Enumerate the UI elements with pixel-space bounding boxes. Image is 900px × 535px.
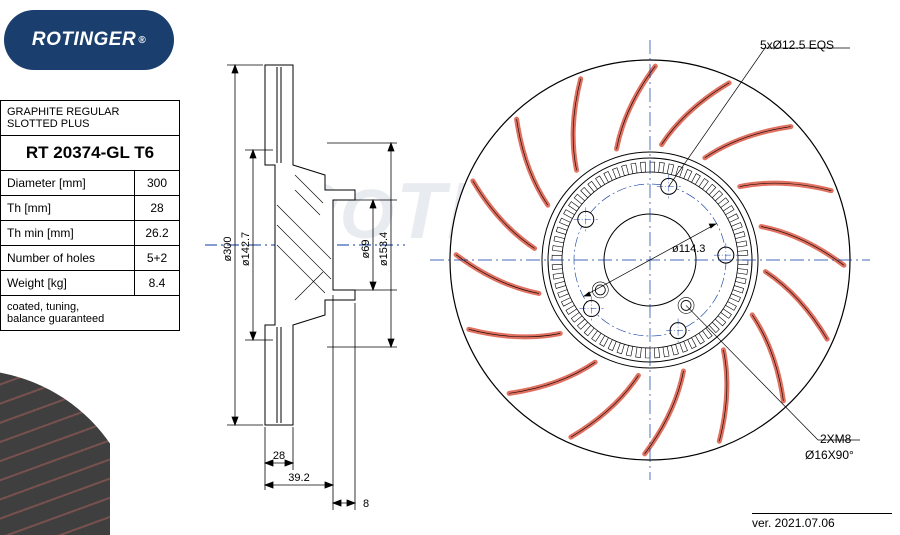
spec-label: Number of holes <box>1 246 135 271</box>
spec-value: 5+2 <box>135 246 180 271</box>
dim-step-dia: ø153.4 <box>378 232 390 266</box>
spec-label: Th [mm] <box>1 196 135 221</box>
annotation-thread2: Ø16X90° <box>805 448 854 462</box>
part-number: RT 20374-GL T6 <box>1 136 180 171</box>
brand-logo: ROTINGER® <box>4 10 174 70</box>
version-label: ver. 2021.07.06 <box>752 513 892 530</box>
side-section-view: ø300 ø142.7 ø69 ø153.4 28 39.2 8 <box>205 45 405 515</box>
dim-outer-dia: ø300 <box>222 236 234 261</box>
brand-text: ROTINGER <box>32 29 136 51</box>
spec-value: 28 <box>135 196 180 221</box>
dim-thickness: 28 <box>273 450 285 462</box>
spec-label: Diameter [mm] <box>1 171 135 196</box>
annotation-bolt-pattern: 5xØ12.5 EQS <box>760 38 834 52</box>
background-disc-image <box>0 360 110 535</box>
spec-label: Weight [kg] <box>1 271 135 296</box>
svg-text:ø114.3: ø114.3 <box>672 243 705 255</box>
dim-offset: 39.2 <box>288 472 309 484</box>
dim-hat-dia: ø142.7 <box>240 232 252 266</box>
annotation-thread1: 2XM8 <box>820 432 851 446</box>
front-view: ø114.3 <box>420 30 880 490</box>
spec-table: GRAPHITE REGULAR SLOTTED PLUS RT 20374-G… <box>0 100 180 331</box>
dim-hat-depth: 8 <box>363 498 369 510</box>
spec-value: 26.2 <box>135 221 180 246</box>
spec-value: 300 <box>135 171 180 196</box>
product-title: GRAPHITE REGULAR SLOTTED PLUS <box>1 101 180 136</box>
spec-notes: coated, tuning, balance guaranteed <box>1 296 180 331</box>
spec-value: 8.4 <box>135 271 180 296</box>
spec-label: Th min [mm] <box>1 221 135 246</box>
dim-bore-dia: ø69 <box>360 240 372 259</box>
